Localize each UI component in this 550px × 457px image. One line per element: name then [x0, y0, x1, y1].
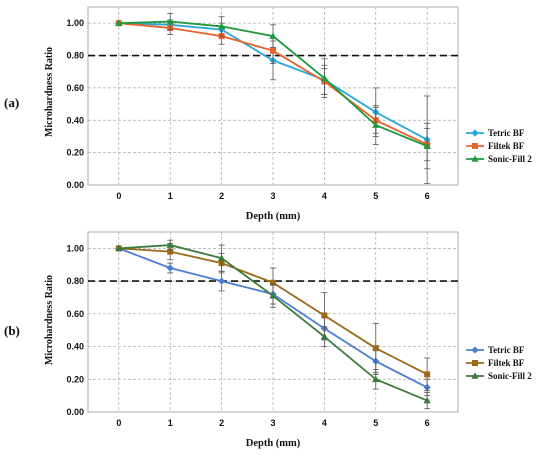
legend-swatch-marker [472, 360, 478, 366]
x-tick-label: 6 [425, 418, 430, 428]
y-tick-label: 0.00 [66, 407, 84, 417]
y-axis-label-a: Microhardness Ratio [44, 47, 55, 137]
x-tick-label: 2 [219, 191, 224, 201]
panel-b: (b) Microhardness Ratio Depth (mm) 0.000… [4, 231, 532, 449]
x-tick-label: 2 [219, 418, 224, 428]
y-tick-label: 0.40 [66, 342, 84, 352]
data-point [115, 244, 123, 252]
legend-swatch-marker [471, 372, 479, 379]
legend-swatch-marker [471, 155, 479, 162]
x-tick-label: 5 [373, 418, 378, 428]
data-point [320, 74, 328, 81]
y-tick-label: 0.40 [66, 115, 84, 125]
data-point [320, 332, 328, 340]
data-point [270, 279, 276, 286]
data-point [166, 17, 174, 25]
data-point [270, 47, 276, 54]
x-tick-label: 6 [425, 191, 430, 201]
y-tick-label: 0.60 [66, 83, 84, 93]
data-point [166, 241, 174, 248]
x-tick-label: 4 [322, 418, 327, 428]
x-tick-label: 4 [322, 191, 327, 201]
legend-label: Filtek BF [488, 141, 525, 151]
legend-label: Sonic-Fill 2 [488, 154, 532, 164]
data-point [372, 375, 380, 383]
x-axis-label-a: Depth (mm) [246, 211, 301, 222]
data-point [269, 292, 277, 299]
legend-swatch-marker [472, 143, 478, 149]
x-tick-label: 3 [270, 191, 275, 201]
data-point [424, 371, 431, 378]
legend-label: Filtek BF [488, 358, 525, 368]
y-tick-label: 0.00 [66, 180, 84, 190]
legend-label: Tetric BF [488, 345, 525, 355]
panel-label-b: (b) [4, 323, 20, 338]
legend-label: Sonic-Fill 2 [488, 371, 532, 381]
data-point [269, 32, 277, 39]
data-point [423, 142, 431, 149]
data-point [372, 345, 379, 352]
x-tick-label: 0 [116, 191, 121, 201]
data-point [218, 22, 226, 30]
legend-swatch-marker [471, 129, 479, 137]
y-tick-label: 0.80 [66, 276, 84, 286]
y-axis-label-b: Microhardness Ratio [44, 275, 55, 365]
data-point [372, 121, 380, 128]
y-tick-label: 0.80 [66, 51, 84, 61]
panel-a: (a) Microhardness Ratio Depth (mm) 0.000… [4, 6, 532, 222]
y-tick-label: 0.60 [66, 309, 84, 319]
plot-area-a: 0.00 0.20 0.40 0.60 0.80 1.00 0 1 2 3 4 5 6 Tetric BF… [66, 6, 532, 201]
x-axis-label-b: Depth (mm) [246, 438, 301, 449]
plot-area-b: 0.00 0.20 0.40 0.60 0.80 1.00 0 1 2 3 4 5 6 Tetric BF… [66, 231, 532, 428]
data-point [321, 312, 328, 319]
y-tick-label: 0.20 [66, 374, 84, 384]
data-point [166, 264, 174, 272]
legend-label: Tetric BF [488, 128, 525, 138]
y-tick-label: 0.20 [66, 148, 84, 158]
y-tick-label: 1.00 [66, 243, 84, 253]
data-point [115, 19, 123, 26]
data-point [218, 277, 226, 285]
x-tick-label: 3 [270, 418, 275, 428]
x-tick-label: 1 [168, 191, 173, 201]
legend-swatch-marker [471, 346, 479, 354]
y-tick-label: 1.00 [66, 18, 84, 28]
data-point [423, 396, 431, 404]
x-tick-label: 5 [373, 191, 378, 201]
x-tick-label: 0 [116, 418, 121, 428]
panel-label-a: (a) [4, 95, 19, 110]
x-tick-label: 1 [168, 418, 173, 428]
data-point [167, 248, 174, 255]
data-point [218, 254, 226, 261]
